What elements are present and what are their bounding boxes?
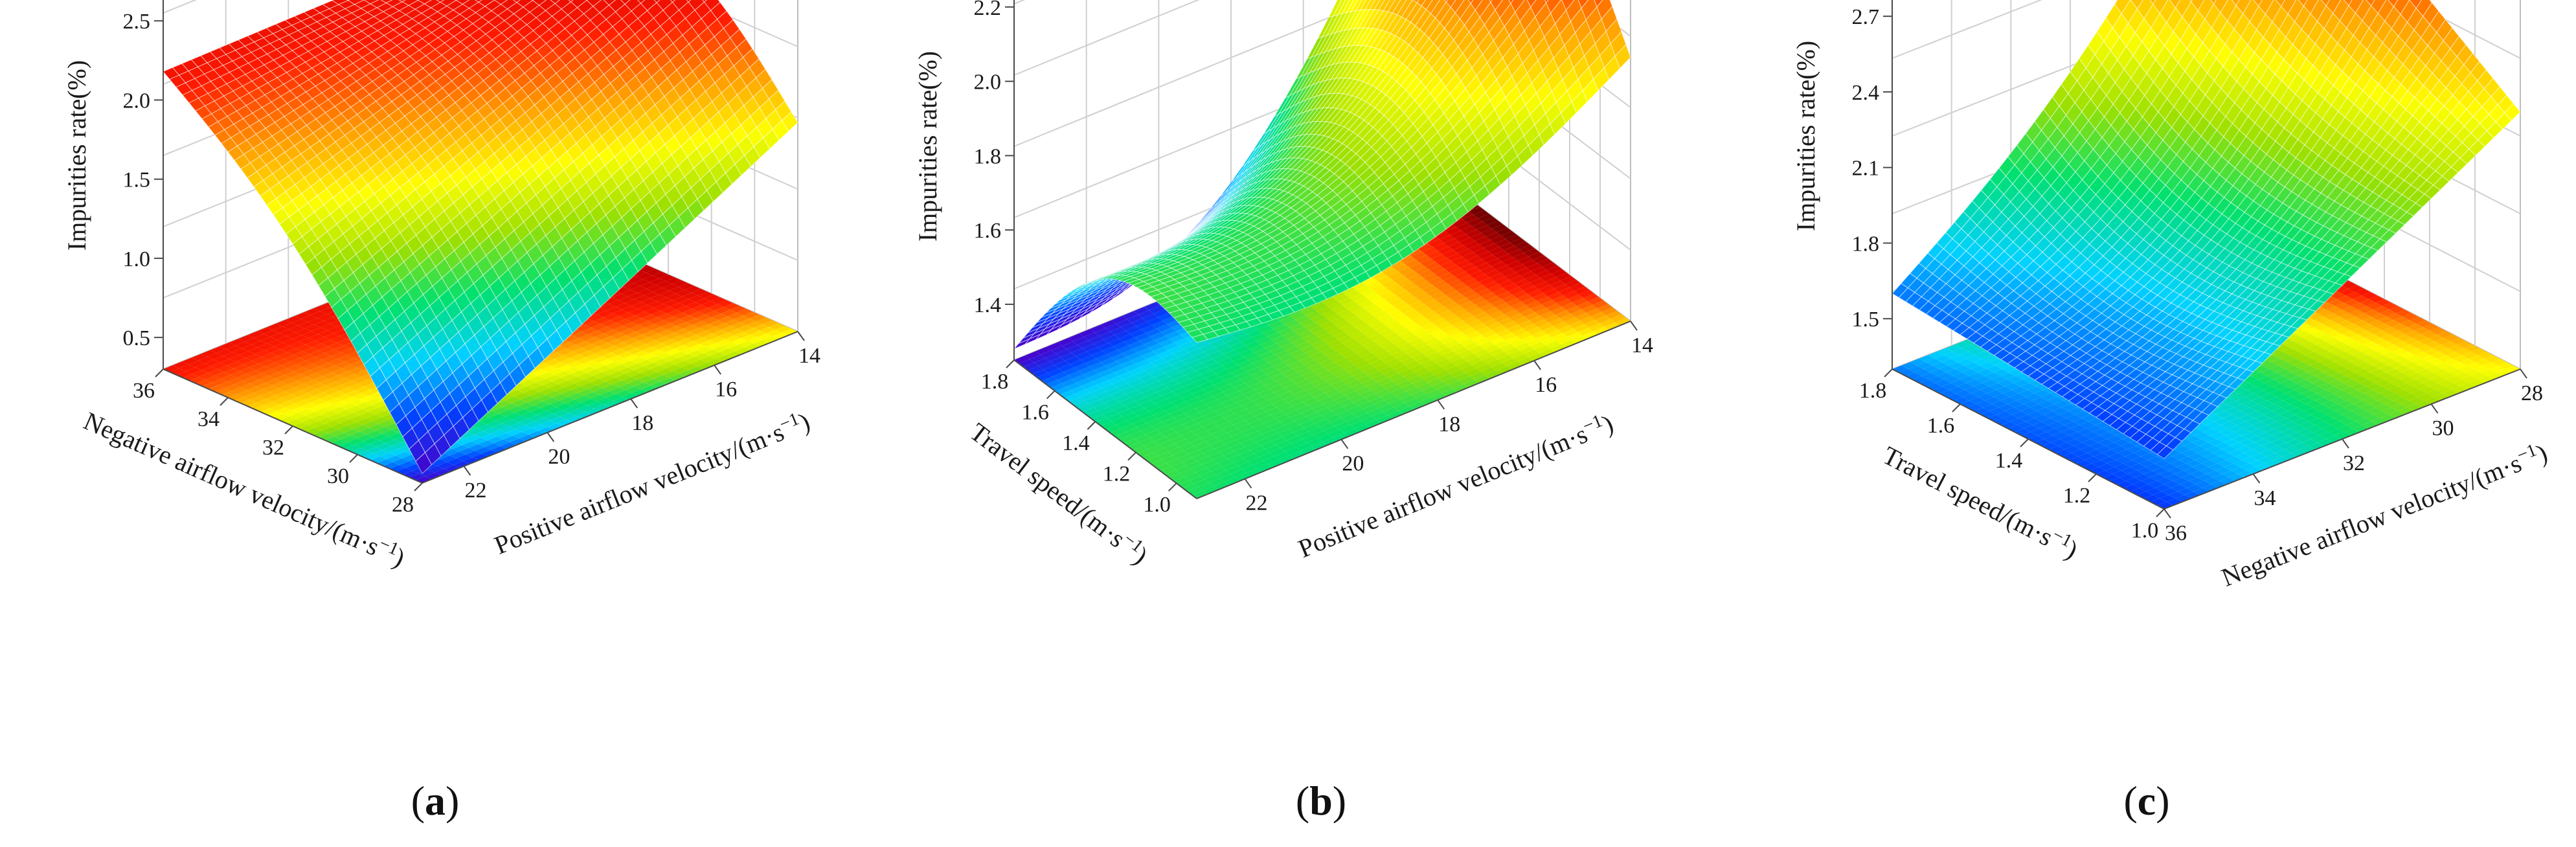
x-tick-mark <box>547 432 555 442</box>
x-tick-label: 22 <box>1245 491 1267 515</box>
x-tick-mark <box>2342 438 2349 449</box>
x-tick-label: 16 <box>1535 373 1557 397</box>
y-tick-mark <box>1046 390 1056 400</box>
x-tick-label: 14 <box>1631 333 1653 357</box>
x-tick-label: 36 <box>2165 521 2187 545</box>
z-axis-label: Impurities rate(%) <box>1791 41 1820 231</box>
y-tick-label: 1.6 <box>1021 401 1049 425</box>
x-tick-label: 34 <box>2254 486 2276 510</box>
x-tick-mark <box>1630 321 1638 331</box>
x-tick-label: 20 <box>548 445 570 469</box>
z-tick-label: 2.2 <box>974 0 1002 20</box>
panel-label-b: b <box>1309 778 1333 824</box>
y-tick-mark <box>155 368 164 378</box>
z-tick-label: 2.1 <box>1852 157 1880 181</box>
x-tick-label: 28 <box>2521 381 2543 405</box>
wall-hgrid <box>1892 0 2042 59</box>
z-axis-label: Impurities rate(%) <box>913 51 942 242</box>
z-tick-label: 1.4 <box>974 293 1002 317</box>
response-surface <box>1013 0 1631 350</box>
y-tick-label: 1.0 <box>1143 493 1171 517</box>
x-tick-label: 18 <box>1438 412 1460 436</box>
x-tick-mark <box>1437 400 1445 410</box>
surface-plot-a: 141618202228303234360.51.01.52.02.53.0Po… <box>62 0 820 572</box>
x-tick-mark <box>1340 439 1349 449</box>
x-tick-mark <box>2164 508 2171 519</box>
y-tick-label: 1.2 <box>1103 462 1131 486</box>
z-tick-label: 1.8 <box>974 144 1002 168</box>
z-tick-label: 1.0 <box>123 247 151 271</box>
y-axis-label: Travel speed/(m·s−1) <box>1878 439 2083 564</box>
y-tick-mark <box>1006 359 1015 368</box>
x-tick-label: 18 <box>631 411 653 435</box>
x-tick-mark <box>2430 403 2439 414</box>
y-tick-mark <box>220 397 229 406</box>
wall-hgrid <box>1013 0 1374 147</box>
y-tick-label: 1.4 <box>1995 449 2023 473</box>
x-tick-label: 16 <box>715 378 737 401</box>
surface-plot-c: 28 30 32 34 361.0 1.2 1.4 1.6 1.8 1.5 1.8 2.1 2.4 2.7… <box>1791 0 2551 592</box>
y-tick-mark <box>2088 473 2097 482</box>
y-tick-label: 28 <box>392 493 414 517</box>
x-axis-line <box>422 331 798 484</box>
x-tick-mark <box>797 331 805 341</box>
y-tick-mark <box>1127 451 1136 461</box>
y-tick-label: 1.8 <box>981 370 1009 394</box>
panel-caption-a: (a) <box>411 778 460 824</box>
z-tick-label: 0.5 <box>123 326 151 350</box>
x-tick-mark <box>463 466 471 476</box>
x-tick-mark <box>2252 473 2261 484</box>
x-tick-label: 20 <box>1342 452 1364 476</box>
response-surface <box>163 0 798 475</box>
y-tick-label: 36 <box>133 379 155 403</box>
surface-plot-b: 14 16 18 20 22 1.0 1.2 1.4 1.6 1.8 1.4 1.6 1.8 2.0 2.2… <box>913 0 1653 570</box>
x-tick-mark <box>1533 360 1541 370</box>
panel-label-c: c <box>2137 778 2156 824</box>
y-tick-label: 32 <box>262 436 284 460</box>
z-tick-label: 2.0 <box>123 89 151 113</box>
y-tick-label: 1.8 <box>1859 379 1887 403</box>
x-tick-mark <box>630 398 638 409</box>
y-tick-mark <box>1952 403 1961 412</box>
x-tick-mark <box>1244 478 1252 489</box>
z-tick-label: 2.5 <box>123 10 151 34</box>
z-tick-label: 1.5 <box>123 168 151 192</box>
x-tick-label: 22 <box>464 479 486 503</box>
z-tick-label: 1.8 <box>1852 232 1880 256</box>
z-tick-label: 1.5 <box>1852 308 1880 332</box>
z-tick-label: 2.7 <box>1852 5 1880 29</box>
y-tick-label: 1.2 <box>2063 484 2091 508</box>
x-tick-mark <box>714 365 721 375</box>
x-tick-mark <box>2520 368 2527 379</box>
z-tick-label: 1.6 <box>974 219 1002 243</box>
y-tick-mark <box>1168 482 1177 491</box>
y-tick-mark <box>2020 438 2029 447</box>
panel-caption-b: (b) <box>1295 778 1347 824</box>
panel-caption-c: (c) <box>2123 778 2170 824</box>
y-tick-label: 1.6 <box>1927 414 1955 438</box>
x-tick-label: 14 <box>798 344 820 368</box>
y-tick-label: 1.4 <box>1062 431 1090 455</box>
y-tick-mark <box>1884 368 1893 378</box>
y-tick-label: 34 <box>198 407 220 431</box>
y-tick-label: 30 <box>327 464 349 488</box>
response-surface <box>1892 0 2521 459</box>
x-tick-label: 30 <box>2432 416 2454 440</box>
y-tick-mark <box>2156 508 2165 517</box>
wall-hgrid <box>1013 0 1200 76</box>
y-tick-mark <box>1087 421 1096 430</box>
x-tick-label: 32 <box>2343 451 2365 475</box>
y-axis-line <box>1013 359 1197 499</box>
y-tick-mark <box>414 482 423 491</box>
z-axis-label: Impurities rate(%) <box>62 60 91 251</box>
y-tick-mark <box>349 454 358 463</box>
z-tick-label: 2.4 <box>1852 81 1880 105</box>
y-tick-label: 1.0 <box>2131 519 2159 543</box>
panel-label-a: a <box>425 778 446 824</box>
x-axis-line <box>1196 321 1631 499</box>
z-tick-label: 2.0 <box>974 71 1002 95</box>
y-tick-mark <box>284 425 293 435</box>
